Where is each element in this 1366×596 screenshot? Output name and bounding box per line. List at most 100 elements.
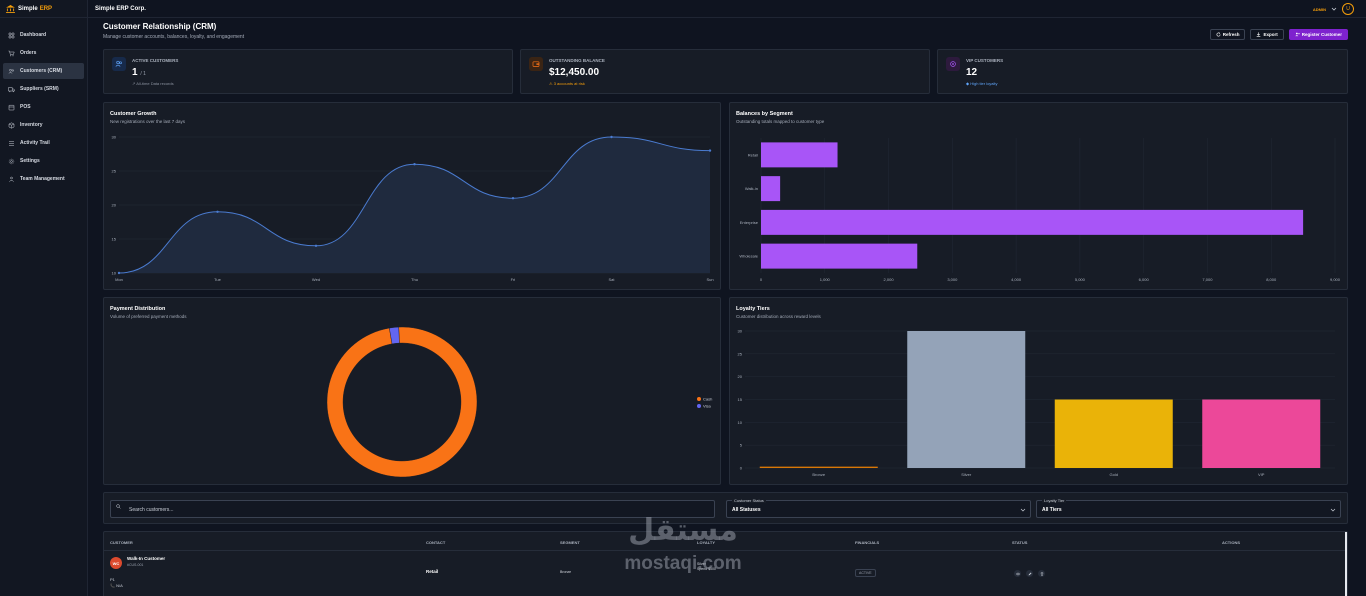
column-contact[interactable]: CONTACT [426,540,446,545]
tier-bar-bronze [759,466,878,468]
register-label: Register Customer [1301,32,1342,37]
status-filter-value: All Statuses [732,507,761,513]
chevron-down-icon[interactable] [1331,6,1337,12]
stat-note: ↗ All-time Data records [132,81,174,86]
search-box[interactable] [110,500,715,518]
x-tick-label: Bronze [812,472,825,477]
tier-bar-silver [907,331,1026,468]
y-tick-label: 20 [112,203,117,208]
header-actions: Refresh Export Register Customer [1209,29,1348,40]
sidebar-item-dashboard[interactable]: Dashboard [3,27,84,43]
refresh-button[interactable]: Refresh [1209,29,1246,40]
sidebar-item-pos[interactable]: POS [3,99,84,115]
data-point [708,149,712,152]
brand-logo[interactable]: Simple ERP [0,0,87,18]
x-tick-label: 2,000 [884,277,895,282]
chart-title: Balances by Segment [736,111,793,117]
x-tick-label: 4,000 [1011,277,1022,282]
topbar: Simple ERP Corp. ADMIN U [88,0,1366,18]
customer-avatar: WC [110,557,122,569]
sidebar-item-label: Settings [20,158,40,164]
sidebar-item-team-management[interactable]: Team Management [3,171,84,187]
data-point [216,210,219,213]
x-tick-label: 5,000 [1075,277,1086,282]
customer-name[interactable]: Walk-In Customer [127,556,166,561]
column-actions[interactable]: ACTIONS [1222,540,1240,545]
sidebar-item-settings[interactable]: Settings [3,153,84,169]
page-title: Customer Relationship (CRM) [103,22,217,31]
chart-subtitle: New registrations over the last 7 days [110,119,186,124]
pie-slice-visa [389,326,400,345]
vip-customers-card: VIP CUSTOMERS 12 ◆ High tier loyalty [937,49,1348,94]
crown-icon [946,57,960,71]
edit-button[interactable] [1026,570,1033,577]
x-tick-label: Sun [706,277,713,282]
x-tick-label: Sat [608,277,615,282]
sidebar-item-suppliers-srm[interactable]: Suppliers (SRM) [3,81,84,97]
add-user-icon [1294,32,1300,37]
balance-note: 3 accounts at risk [553,81,585,86]
y-tick-label: Enterprise [740,220,759,225]
stat-note: ◆ High tier loyalty [966,81,998,86]
avatar[interactable]: U [1342,3,1354,15]
users-icon [8,68,14,74]
sidebar: Simple ERP Dashboard Orders Customers (CRM)… [0,0,88,596]
sidebar-item-customers-crm[interactable]: Customers (CRM) [3,63,84,79]
y-tick-label: 30 [112,135,117,140]
vip-note: High tier loyalty [970,81,998,86]
eye-icon [1015,572,1020,575]
chevron-down-icon [1020,508,1026,512]
users-icon [112,57,126,71]
y-tick-label: Retail [748,152,758,157]
status-badge: ACTIVE [855,569,876,577]
brand-accent: ERP [39,5,53,12]
sidebar-item-orders[interactable]: Orders [3,45,84,61]
trash-icon [1040,571,1043,576]
company-name: Simple ERP Corp. [95,5,146,12]
x-tick-label: Wed [312,277,320,282]
data-point [314,244,318,247]
column-segment[interactable]: SEGMENT [560,540,580,545]
payment-distribution-panel: Payment Distribution Volume of preferred… [103,297,721,485]
search-input[interactable] [129,504,709,515]
refresh-icon [1216,32,1221,37]
delete-button[interactable] [1038,570,1045,577]
filters-bar: Customer Status All Statuses Loyalty Tie… [103,492,1348,524]
column-status[interactable]: STATUS [1012,540,1028,545]
loyalty-tier-select[interactable]: Loyalty Tier All Tiers [1036,498,1341,518]
register-customer-button[interactable]: Register Customer [1288,29,1348,40]
x-tick-label: Tue [214,277,222,282]
sidebar-item-inventory[interactable]: Inventory [3,117,84,133]
active-customers-card: ACTIVE CUSTOMERS 1 / 1 ↗ All-time Data r… [103,49,513,94]
user-menu[interactable]: ADMIN U [1313,3,1354,15]
y-tick-label: 15 [738,397,743,402]
sidebar-item-label: Orders [20,50,37,56]
column-financials[interactable]: FINANCIALS [855,540,880,545]
y-tick-label: 5 [740,443,743,448]
list-icon [9,140,14,146]
table-scrollbar[interactable] [1345,532,1347,596]
x-tick-label: 6,000 [1139,277,1150,282]
legend-label: Cash [703,397,712,402]
sidebar-item-label: Inventory [20,122,43,128]
view-button[interactable] [1014,570,1021,577]
chart-subtitle: Customer distribution across reward leve… [736,314,821,319]
customer-status-select[interactable]: Customer Status All Statuses [726,498,1031,518]
stat-note: ⚠ 3 accounts at risk [549,81,585,86]
y-tick-label: 10 [112,271,117,276]
chevron-down-icon [1330,508,1336,512]
x-tick-label: Gold [1110,472,1118,477]
grid-icon [8,32,15,38]
outstanding-balance-card: OUTSTANDING BALANCE $12,450.00 ⚠ 3 accou… [520,49,930,94]
customer-id: #CUS-001 [127,563,144,567]
column-customer[interactable]: CUSTOMER [110,540,133,545]
export-button[interactable]: Export [1250,29,1284,40]
segment-bar [761,209,1304,235]
watermark-arabic: مستقل [628,513,738,548]
column-loyalty[interactable]: LOYALTY [697,540,716,545]
data-point [413,163,416,166]
balance-value: $12,450.00 [549,67,600,78]
tier-badge: Bronze [560,570,572,574]
sidebar-item-activity-trail[interactable]: Activity Trail [3,135,84,151]
loyalty-requirement: Spend $500 [697,567,716,571]
